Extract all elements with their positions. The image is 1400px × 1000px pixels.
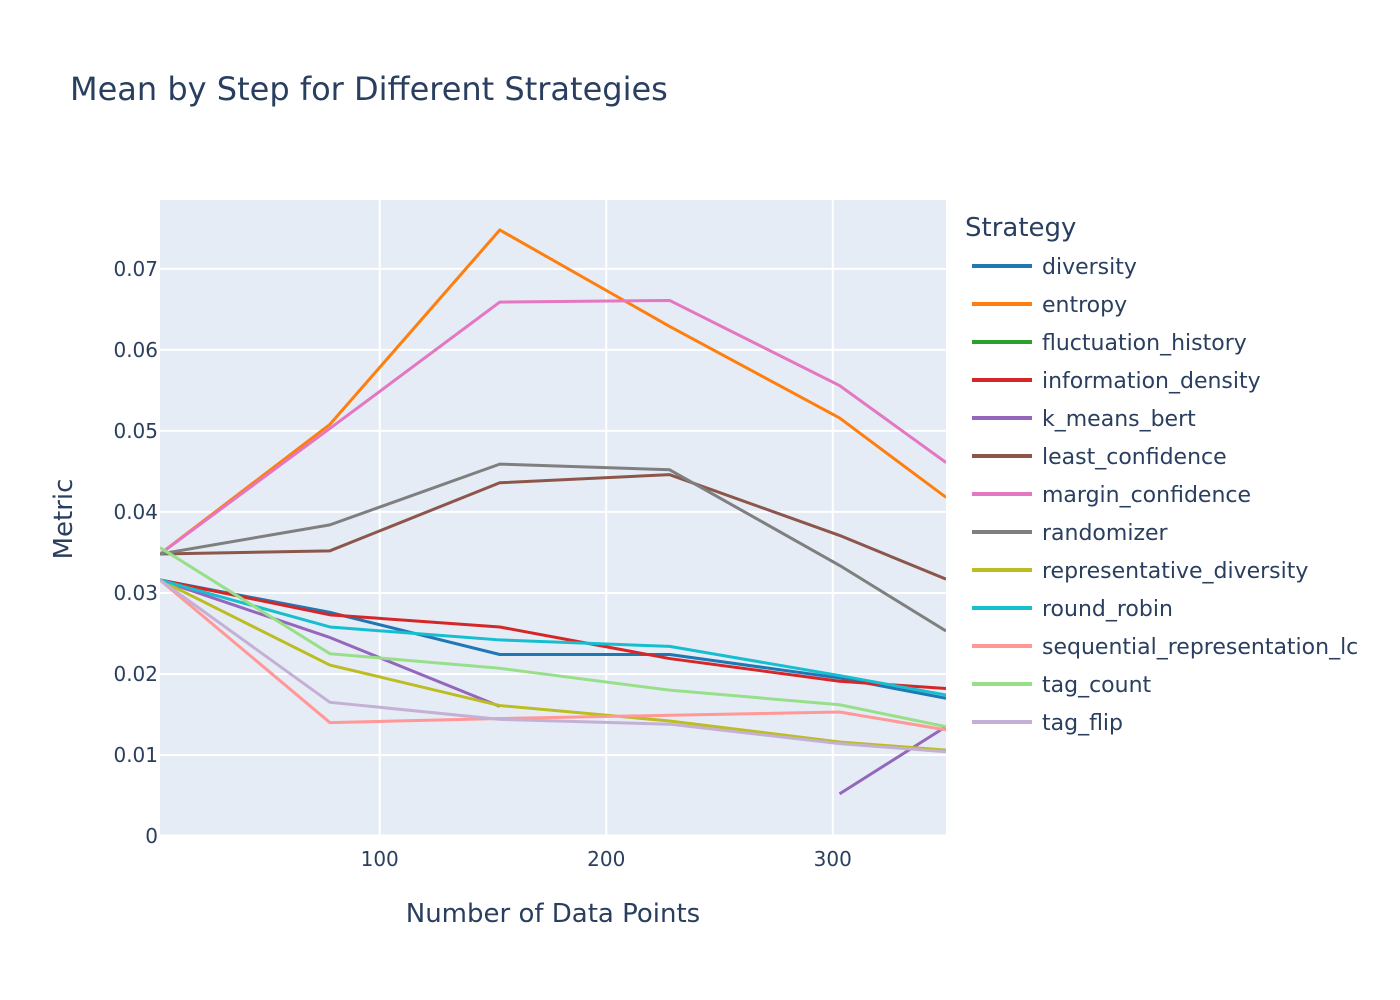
legend-label: tag_count xyxy=(1042,673,1152,698)
x-tick-label: 300 xyxy=(814,847,852,871)
y-tick-label: 0.03 xyxy=(113,581,158,605)
legend-item[interactable]: entropy xyxy=(972,293,1127,318)
series-lines xyxy=(160,228,946,796)
y-tick-label: 0.02 xyxy=(113,662,158,686)
x-tick-label: 200 xyxy=(587,847,625,871)
y-tick-label: 0 xyxy=(145,824,158,848)
y-tick-label: 0.05 xyxy=(113,419,158,443)
plot-area xyxy=(160,200,946,836)
legend-item[interactable]: randomizer xyxy=(972,521,1169,546)
series-line-k_means_bert xyxy=(160,578,501,708)
legend-item[interactable]: fluctuation_history xyxy=(972,331,1247,356)
y-tick-label: 0.07 xyxy=(113,257,158,281)
legend-item[interactable]: k_means_bert xyxy=(972,407,1196,432)
legend-item[interactable]: tag_count xyxy=(972,673,1152,698)
legend-item[interactable]: representative_diversity xyxy=(972,559,1308,584)
legend-item[interactable]: sequential_representation_lc xyxy=(972,635,1358,660)
series-line-sequential_representation_lc xyxy=(160,578,946,732)
series-line-round_robin xyxy=(160,578,946,697)
y-tick-label: 0.06 xyxy=(113,338,158,362)
y-axis-title: Metric xyxy=(49,479,79,560)
legend-item[interactable]: tag_flip xyxy=(972,711,1123,736)
series-line-representative_diversity xyxy=(160,578,946,752)
legend-label: k_means_bert xyxy=(1042,407,1196,432)
legend-label: randomizer xyxy=(1042,521,1169,546)
legend: Strategy diversity entropy fluctuation_his… xyxy=(965,213,1358,736)
legend-label: fluctuation_history xyxy=(1042,331,1247,356)
legend-label: round_robin xyxy=(1042,597,1173,622)
legend-label: least_confidence xyxy=(1042,445,1227,470)
y-tick-label: 0.01 xyxy=(113,743,158,767)
series-line-margin_confidence xyxy=(160,298,946,556)
series-line-least_confidence xyxy=(160,473,946,581)
y-tick-label: 0.04 xyxy=(113,500,158,524)
x-axis-title: Number of Data Points xyxy=(406,899,700,929)
chart-title: Mean by Step for Different Strategies xyxy=(70,70,668,108)
series-line-entropy xyxy=(160,228,946,556)
legend-label: entropy xyxy=(1042,293,1127,318)
series-line-tag_flip xyxy=(160,578,946,754)
series-line-k_means_bert xyxy=(838,725,946,796)
legend-label: information_density xyxy=(1042,369,1261,394)
series-line-tag_count xyxy=(160,546,946,729)
legend-label: tag_flip xyxy=(1042,711,1123,736)
series-line-randomizer xyxy=(160,462,946,633)
legend-label: diversity xyxy=(1042,255,1137,280)
legend-item[interactable]: information_density xyxy=(972,369,1261,394)
legend-item[interactable]: round_robin xyxy=(972,597,1173,622)
legend-title: Strategy xyxy=(965,213,1076,243)
legend-item[interactable]: least_confidence xyxy=(972,445,1227,470)
legend-label: margin_confidence xyxy=(1042,483,1251,508)
legend-label: sequential_representation_lc xyxy=(1042,635,1358,660)
legend-item[interactable]: diversity xyxy=(972,255,1137,280)
legend-item[interactable]: margin_confidence xyxy=(972,483,1251,508)
x-tick-label: 100 xyxy=(361,847,399,871)
legend-label: representative_diversity xyxy=(1042,559,1308,584)
x-axis-ticks: 100 200 300 xyxy=(361,847,852,871)
y-axis-ticks: 0 0.01 0.02 0.03 0.04 0.05 0.06 0.07 xyxy=(113,257,158,848)
